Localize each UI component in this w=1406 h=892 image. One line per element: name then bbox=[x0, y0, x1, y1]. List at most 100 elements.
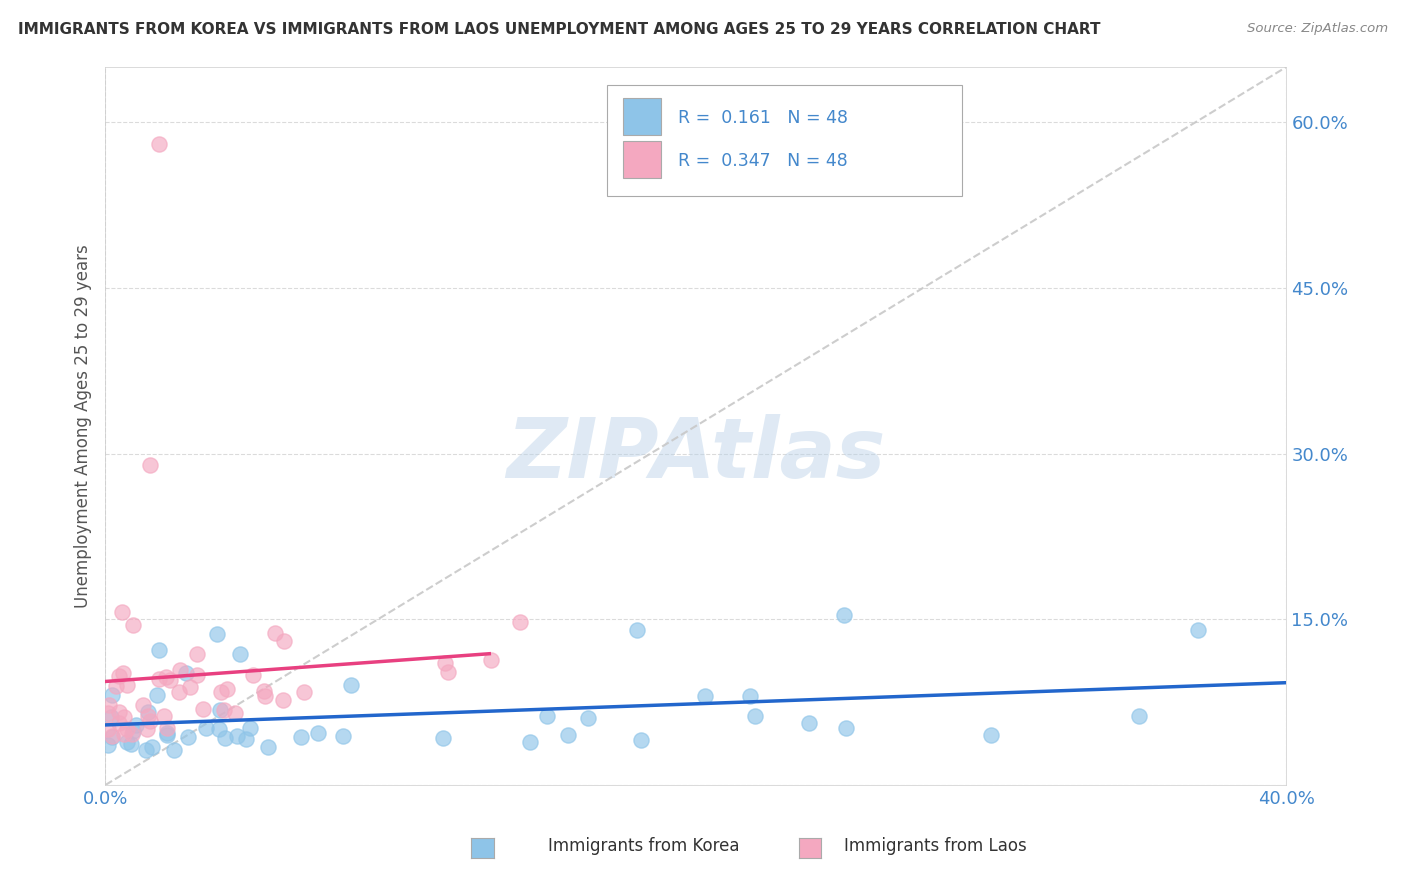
Point bbox=[536, 708, 558, 723]
Point bbox=[101, 729, 124, 743]
Point bbox=[224, 706, 246, 721]
Point bbox=[432, 731, 454, 746]
Point bbox=[153, 709, 176, 723]
Point bbox=[101, 688, 124, 702]
Point bbox=[169, 663, 191, 677]
Point bbox=[209, 703, 232, 717]
Point bbox=[693, 690, 716, 704]
Point bbox=[97, 698, 120, 712]
Point bbox=[332, 729, 354, 743]
Point bbox=[111, 606, 134, 620]
Point bbox=[437, 665, 460, 679]
Point bbox=[257, 739, 280, 754]
Point bbox=[136, 723, 159, 737]
Point bbox=[177, 730, 200, 744]
Point bbox=[159, 673, 181, 688]
FancyBboxPatch shape bbox=[623, 98, 661, 135]
Point bbox=[179, 681, 201, 695]
Point bbox=[115, 735, 138, 749]
Point bbox=[292, 685, 315, 699]
Point bbox=[141, 740, 163, 755]
FancyBboxPatch shape bbox=[607, 85, 962, 196]
Point bbox=[100, 710, 122, 724]
Point bbox=[799, 716, 821, 731]
Point bbox=[114, 710, 136, 724]
Point bbox=[97, 706, 120, 720]
Point bbox=[253, 689, 276, 703]
Point bbox=[744, 709, 766, 723]
Point bbox=[122, 618, 145, 632]
Point bbox=[215, 682, 238, 697]
Point bbox=[148, 137, 170, 152]
Point bbox=[253, 684, 276, 698]
Point bbox=[832, 607, 855, 622]
Point bbox=[835, 721, 858, 735]
Point bbox=[122, 723, 145, 738]
Point bbox=[163, 743, 186, 757]
Y-axis label: Unemployment Among Ages 25 to 29 years: Unemployment Among Ages 25 to 29 years bbox=[73, 244, 91, 607]
Point bbox=[980, 728, 1002, 742]
Point bbox=[101, 731, 124, 745]
Point bbox=[121, 726, 143, 740]
Point bbox=[135, 743, 157, 757]
Point bbox=[112, 665, 135, 680]
Point bbox=[225, 729, 247, 743]
Point bbox=[97, 723, 120, 737]
Point bbox=[132, 698, 155, 713]
Point bbox=[120, 737, 142, 751]
Point bbox=[148, 673, 170, 687]
Point bbox=[242, 668, 264, 682]
Point bbox=[145, 688, 167, 702]
Text: Source: ZipAtlas.com: Source: ZipAtlas.com bbox=[1247, 22, 1388, 36]
Point bbox=[239, 721, 262, 735]
Point bbox=[136, 709, 159, 723]
Point bbox=[195, 721, 218, 735]
Point bbox=[235, 731, 257, 746]
Point bbox=[212, 703, 235, 717]
Text: ZIPAtlas: ZIPAtlas bbox=[506, 414, 886, 495]
Point bbox=[108, 669, 131, 683]
Point bbox=[108, 715, 131, 730]
Point bbox=[1128, 709, 1150, 723]
Point bbox=[1187, 624, 1209, 638]
Text: Immigrants from Korea: Immigrants from Korea bbox=[548, 837, 740, 855]
Point bbox=[264, 626, 287, 640]
Point bbox=[124, 717, 146, 731]
Point bbox=[208, 722, 231, 736]
Point bbox=[630, 733, 652, 747]
Point bbox=[148, 643, 170, 657]
Point bbox=[186, 647, 208, 661]
FancyBboxPatch shape bbox=[623, 141, 661, 178]
Point bbox=[155, 670, 177, 684]
Point bbox=[576, 710, 599, 724]
Text: Immigrants from Laos: Immigrants from Laos bbox=[844, 837, 1026, 855]
Point bbox=[626, 623, 648, 637]
Point bbox=[273, 633, 295, 648]
Point bbox=[186, 668, 208, 682]
Point bbox=[340, 678, 363, 692]
Point bbox=[205, 627, 228, 641]
Point bbox=[209, 685, 232, 699]
Point bbox=[139, 714, 162, 728]
Point bbox=[156, 728, 179, 742]
Point bbox=[112, 726, 135, 740]
Point bbox=[290, 730, 312, 744]
Point bbox=[174, 666, 197, 681]
Point bbox=[519, 735, 541, 749]
Text: R =  0.161   N = 48: R = 0.161 N = 48 bbox=[678, 109, 848, 127]
Point bbox=[136, 705, 159, 719]
Point bbox=[214, 731, 236, 745]
Point bbox=[557, 728, 579, 742]
Point bbox=[738, 690, 761, 704]
Point bbox=[307, 725, 329, 739]
Text: R =  0.347   N = 48: R = 0.347 N = 48 bbox=[678, 152, 848, 169]
Point bbox=[97, 738, 120, 752]
Point bbox=[107, 705, 129, 719]
Point bbox=[115, 678, 138, 692]
Point bbox=[228, 647, 250, 661]
Point bbox=[105, 679, 128, 693]
Point bbox=[156, 721, 179, 735]
Point bbox=[138, 458, 162, 472]
Point bbox=[271, 692, 294, 706]
Point bbox=[479, 653, 502, 667]
